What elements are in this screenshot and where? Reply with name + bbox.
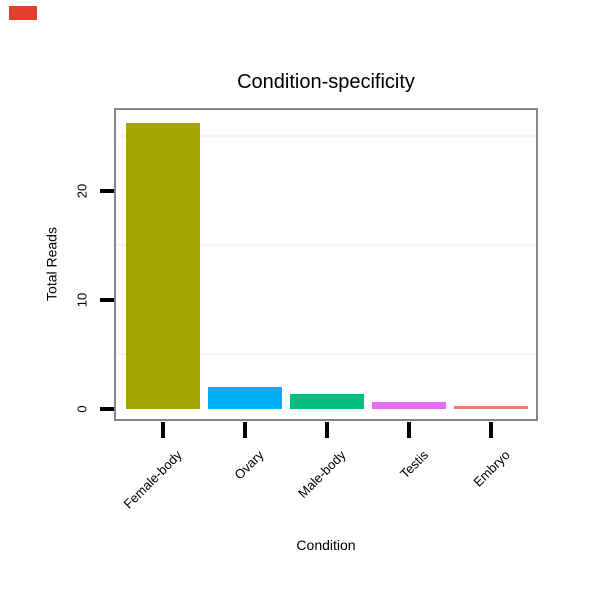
bar-male-body (290, 393, 364, 409)
minor-gridline (116, 353, 536, 356)
x-axis-tick (325, 422, 329, 438)
bar-female-body (126, 123, 200, 409)
y-axis-title: Total Reads (43, 227, 60, 301)
y-axis-tick (100, 407, 114, 411)
x-axis-tick-label: Testis (396, 447, 431, 482)
x-axis-title: Condition (296, 537, 356, 553)
x-axis-tick (407, 422, 411, 438)
x-axis-tick-label: Ovary (231, 447, 267, 483)
red-marker (9, 6, 37, 20)
minor-gridline (116, 135, 536, 138)
x-axis-tick-label: Embryo (470, 447, 513, 490)
y-axis-tick (100, 188, 114, 193)
x-axis-tick (243, 422, 247, 438)
bar-testis (372, 402, 446, 409)
y-axis-tick-label: 20 (74, 183, 90, 198)
y-axis-tick (100, 297, 114, 302)
y-axis-tick-label: 10 (74, 292, 90, 308)
bar-embryo (454, 406, 528, 409)
x-axis-tick (161, 422, 165, 438)
x-axis-tick-label: Female-body (120, 447, 185, 512)
bar-ovary (208, 387, 282, 409)
chart-title: Condition-specificity (237, 71, 415, 93)
x-axis-tick-label: Male-body (295, 447, 349, 501)
plot-panel (114, 108, 538, 421)
minor-gridline (116, 244, 536, 247)
x-axis-tick (489, 422, 493, 438)
y-axis-tick-label: 0 (74, 405, 90, 413)
